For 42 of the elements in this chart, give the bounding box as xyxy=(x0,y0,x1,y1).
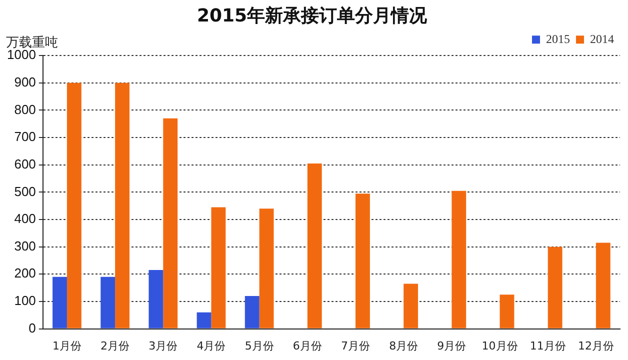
bar xyxy=(548,246,562,328)
bar xyxy=(500,294,514,328)
bar xyxy=(596,242,610,328)
bar xyxy=(356,194,370,328)
bar xyxy=(452,190,466,328)
x-tick-label: 5月份 xyxy=(244,339,274,352)
bar xyxy=(115,82,130,328)
x-tick-label: 11月份 xyxy=(530,339,566,352)
x-tick-label: 2月份 xyxy=(100,339,130,352)
bar xyxy=(100,276,116,328)
bar xyxy=(196,312,212,328)
bar xyxy=(211,207,226,328)
y-tick-label: 200 xyxy=(14,266,36,281)
bar xyxy=(163,118,178,328)
legend-label: 2014 xyxy=(590,32,614,46)
y-tick-label: 0 xyxy=(28,320,36,336)
x-tick-label: 10月份 xyxy=(482,339,518,352)
bar xyxy=(66,82,82,328)
bar xyxy=(52,276,67,328)
bar xyxy=(307,164,322,328)
bar xyxy=(404,284,418,328)
bar xyxy=(259,208,274,328)
x-tick-label: 3月份 xyxy=(148,339,178,352)
x-tick-label: 8月份 xyxy=(389,339,418,352)
chart-title: 2015年新承接订单分月情况 xyxy=(196,5,428,26)
y-tick-label: 400 xyxy=(14,211,36,226)
x-tick-label: 4月份 xyxy=(196,339,226,352)
y-tick-label: 600 xyxy=(14,156,36,172)
x-tick-label: 12月份 xyxy=(578,339,614,352)
y-tick-label: 500 xyxy=(14,184,36,199)
y-tick-label: 300 xyxy=(14,238,36,254)
bar xyxy=(244,296,260,328)
legend-label: 2015 xyxy=(546,32,570,46)
y-tick-label: 700 xyxy=(14,129,36,144)
y-tick-label: 900 xyxy=(14,74,36,90)
x-tick-label: 7月份 xyxy=(341,339,370,352)
x-tick-label: 1月份 xyxy=(52,339,82,352)
x-tick-label: 9月份 xyxy=(437,339,466,352)
y-tick-label: 800 xyxy=(14,102,36,117)
bar xyxy=(148,270,164,328)
x-tick-label: 6月份 xyxy=(292,339,322,352)
y-tick-label: 100 xyxy=(14,293,36,308)
